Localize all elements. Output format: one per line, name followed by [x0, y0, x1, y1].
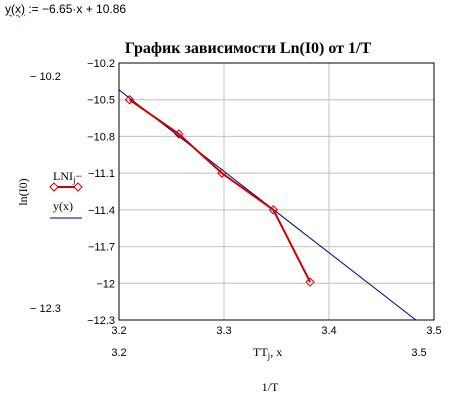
x-tick-label: 3.3 — [216, 325, 231, 337]
series-line-lni — [128, 98, 311, 283]
legend-marker-left — [49, 182, 59, 192]
legend: LNIj− y(x) — [49, 169, 83, 219]
x-range-left-label: 3.2 — [111, 347, 126, 359]
x-axis-label: 1/T — [262, 380, 279, 394]
y-tick-label: −12.3 — [87, 315, 115, 327]
y-tick-label: −11.1 — [88, 168, 115, 180]
x-range-right-label: 3.5 — [411, 347, 426, 359]
definition-formula[interactable]: y(x) := −6.65·x + 10.86 — [5, 2, 126, 16]
legend-marker-right — [73, 182, 83, 192]
x-variable-label: TTj, x — [253, 345, 282, 361]
y-range-bottom-label: − 12.3 — [30, 303, 61, 315]
y-tick-label: −11.7 — [88, 242, 115, 254]
function-name: y(x) — [5, 2, 25, 16]
x-tick-label: 3.5 — [426, 325, 441, 337]
y-tick-label: −10.2 — [87, 58, 115, 70]
y-tick-labels: −10.2 −10.5 −10.8 −11.1 −11.4 −11.7 −12 −12.3 — [87, 58, 115, 327]
y-tick-label: −11.4 — [88, 205, 115, 217]
y-tick-label: −12 — [96, 278, 115, 290]
legend-label-yx: y(x) — [53, 199, 73, 213]
data-point-lni — [174, 129, 184, 139]
data-point-lni — [124, 95, 135, 105]
y-axis-label: ln(I0) — [16, 178, 30, 205]
legend-label-lni: LNIj− — [53, 169, 83, 185]
x-tick-label: 3.4 — [321, 325, 336, 337]
gridlines — [119, 63, 434, 320]
data-point-lni — [217, 168, 227, 178]
y-tick-label: −10.8 — [87, 131, 115, 143]
y-tick-label: −10.5 — [87, 95, 115, 107]
chart-title: График зависимости Ln(I0) от 1/T — [125, 40, 372, 57]
x-tick-label: 3.2 — [111, 325, 126, 337]
plot-frame — [118, 62, 435, 321]
data-point-lni — [305, 277, 315, 287]
function-definition: := −6.65·x + 10.86 — [25, 2, 127, 16]
y-range-top-label: − 10.2 — [30, 71, 61, 83]
x-tick-labels: 3.2 3.3 3.4 3.5 — [111, 325, 441, 337]
data-point-lni — [268, 205, 279, 215]
